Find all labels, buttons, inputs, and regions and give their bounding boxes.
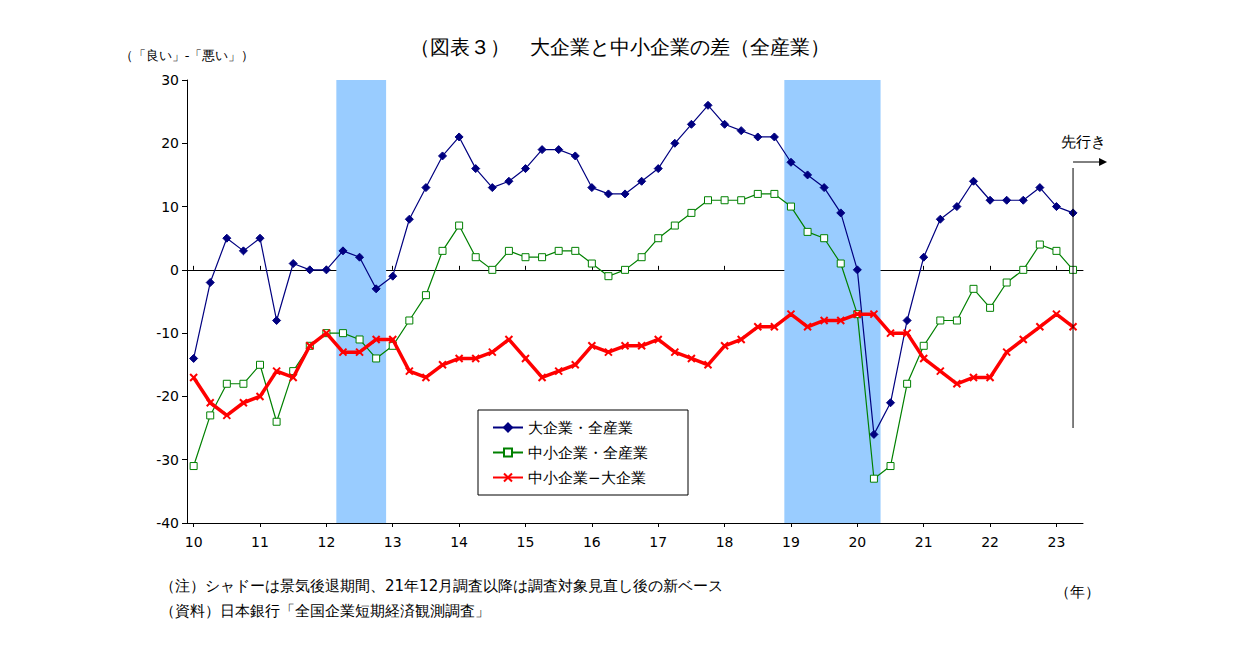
svg-text:22: 22 xyxy=(981,534,999,550)
svg-text:-10: -10 xyxy=(156,325,179,341)
svg-text:23: 23 xyxy=(1048,534,1066,550)
svg-text:12: 12 xyxy=(317,534,335,550)
svg-text:16: 16 xyxy=(583,534,601,550)
svg-text:（資料）日本銀行「全国企業短期経済観測調査」: （資料）日本銀行「全国企業短期経済観測調査」 xyxy=(160,602,490,620)
svg-text:13: 13 xyxy=(384,534,402,550)
svg-text:-30: -30 xyxy=(156,452,179,468)
svg-text:20: 20 xyxy=(848,534,866,550)
svg-text:20: 20 xyxy=(161,135,179,151)
svg-text:17: 17 xyxy=(649,534,667,550)
svg-text:-40: -40 xyxy=(156,515,179,531)
svg-text:30: 30 xyxy=(161,72,179,88)
svg-text:-20: -20 xyxy=(156,388,179,404)
svg-text:0: 0 xyxy=(170,262,179,278)
svg-text:大企業・全産業: 大企業・全産業 xyxy=(528,419,633,437)
svg-text:（年）: （年） xyxy=(1055,583,1100,601)
svg-text:（図表３） 大企業と中小企業の差（全産業）: （図表３） 大企業と中小企業の差（全産業） xyxy=(410,35,830,59)
svg-text:18: 18 xyxy=(716,534,734,550)
svg-text:先行き: 先行き xyxy=(1061,133,1106,151)
svg-text:中小企業・全産業: 中小企業・全産業 xyxy=(528,444,648,462)
svg-text:14: 14 xyxy=(450,534,468,550)
svg-text:（注）シャドーは景気後退期間、21年12月調査以降は調査対象: （注）シャドーは景気後退期間、21年12月調査以降は調査対象見直し後の新ベース xyxy=(160,577,723,595)
svg-text:中小企業−大企業: 中小企業−大企業 xyxy=(528,469,646,487)
svg-text:15: 15 xyxy=(517,534,535,550)
svg-text:11: 11 xyxy=(251,534,269,550)
svg-text:10: 10 xyxy=(161,199,179,215)
svg-text:10: 10 xyxy=(185,534,203,550)
svg-text:21: 21 xyxy=(915,534,933,550)
svg-text:（「良い」-「悪い」）: （「良い」-「悪い」） xyxy=(120,48,255,63)
svg-text:19: 19 xyxy=(782,534,800,550)
